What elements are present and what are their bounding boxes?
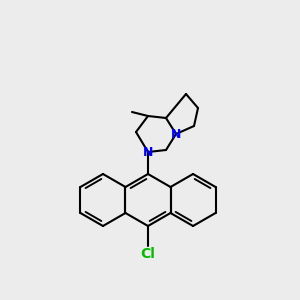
Text: Cl: Cl bbox=[141, 247, 155, 261]
Text: N: N bbox=[171, 128, 181, 140]
Text: N: N bbox=[143, 146, 153, 158]
